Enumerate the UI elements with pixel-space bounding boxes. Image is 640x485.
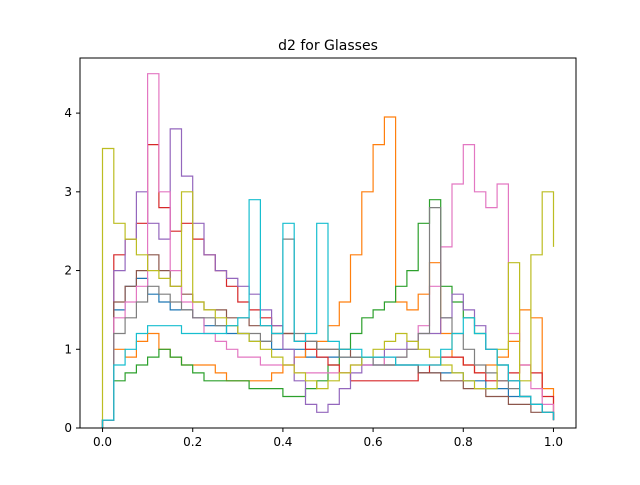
x-tick-label: 1.0: [544, 435, 563, 449]
x-tick-label: 0.0: [93, 435, 112, 449]
axes-frame: [79, 57, 577, 429]
x-tick-label: 0.8: [454, 435, 473, 449]
y-tick-label: 2: [64, 264, 72, 278]
series-line-8: [101, 207, 555, 428]
chart-title: d2 for Glasses: [278, 38, 378, 54]
x-tick-label: 0.4: [273, 435, 292, 449]
y-tick-label: 4: [64, 106, 72, 120]
series-line-5: [101, 128, 555, 428]
series-line-9: [101, 147, 555, 428]
series-line-10: [101, 199, 555, 428]
x-tick-label: 0.2: [183, 435, 202, 449]
series-line-7: [101, 73, 555, 428]
y-tick-label: 3: [64, 185, 72, 199]
plot-area: [101, 73, 555, 428]
y-tick-label: 0: [64, 421, 72, 435]
x-tick-label: 0.6: [364, 435, 383, 449]
x-axis: 0.0 0.2 0.4 0.6 0.8 1.0: [93, 428, 563, 449]
y-tick-label: 1: [64, 342, 72, 356]
y-axis: 0 1 2 3 4: [64, 106, 80, 435]
